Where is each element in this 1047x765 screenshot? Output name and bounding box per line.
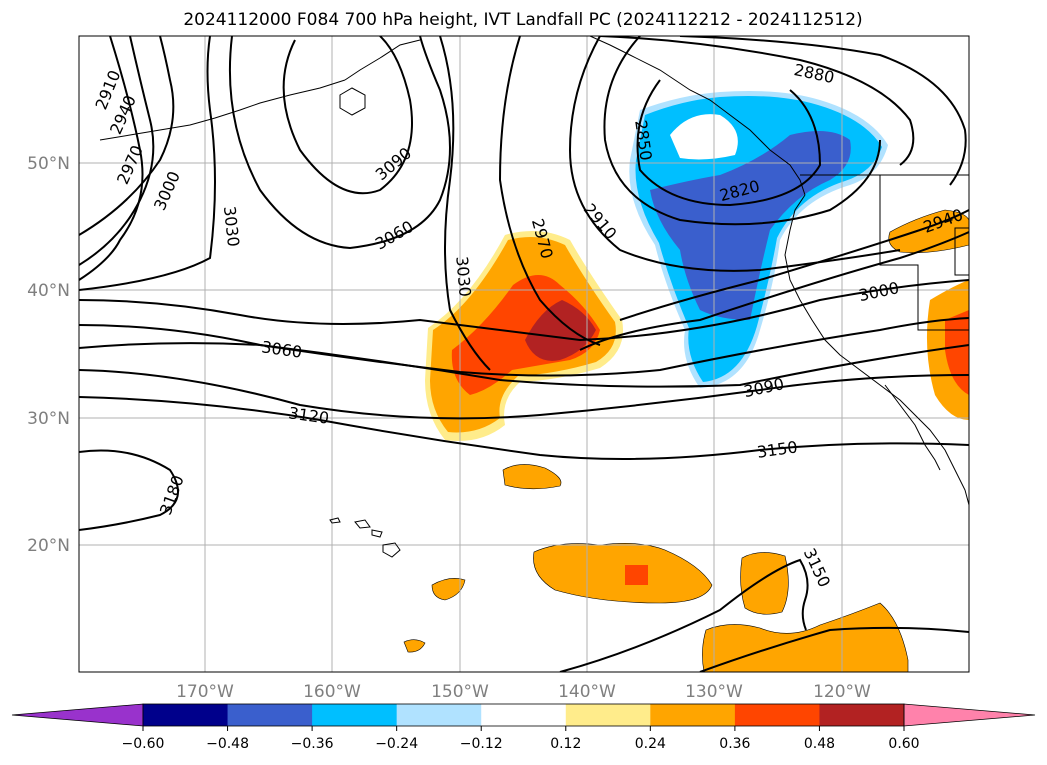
colorbar-bin	[565, 704, 651, 726]
north-america-west-coast	[784, 194, 969, 506]
contour-label-3030-west: 3030	[220, 205, 243, 247]
y-axis: 50°N 40°N 30°N 20°N	[27, 154, 70, 556]
hawaii-island-2	[354, 519, 371, 529]
colorbar-extend-min	[11, 703, 144, 727]
colorbar-outline	[142, 703, 905, 727]
contour-label-3120: 3120	[287, 403, 330, 427]
contour-2910-ne	[679, 36, 967, 186]
border-mexico	[954, 227, 969, 276]
contour-2880	[599, 36, 915, 166]
x-tick-label: 150°W	[431, 682, 489, 702]
anomaly-fill-neg-white-hole	[670, 114, 738, 160]
negative-anomaly-region-northeast-pacific	[629, 91, 888, 388]
contour-label-2880: 2880	[792, 60, 836, 87]
contour-3150-south	[559, 558, 809, 672]
anomaly-fill-small-3	[403, 639, 426, 653]
contour-3060-high	[228, 36, 451, 250]
colorbar-extend-max	[903, 703, 1036, 727]
map-panel: 2910 2940 2970 3000 3030 3060 3090 3060 …	[79, 36, 969, 672]
contour-3090-high	[282, 36, 413, 195]
anomaly-fill-northeast	[888, 209, 969, 253]
hawaii-island-big	[382, 542, 401, 558]
contour-label-3060-high: 3060	[372, 217, 417, 254]
colorbar-tick-label: 0.24	[635, 736, 666, 752]
contour-label-3000-east: 3000	[857, 278, 901, 305]
contour-label-3180: 3180	[156, 473, 188, 518]
colorbar-tick-label: 0.36	[719, 736, 750, 752]
colorbar: −0.60 −0.48 −0.36 −0.24 −0.12 0.12 0.24 0.36 0.4…	[11, 703, 1036, 752]
contour-3030-mid	[439, 36, 491, 371]
y-tick-label: 50°N	[27, 154, 70, 174]
contour-3000	[79, 279, 969, 342]
colorbar-tick-label: 0.48	[804, 736, 835, 752]
contour-2820	[636, 79, 822, 207]
contour-label-3150: 3150	[756, 437, 799, 461]
x-tick-label: 140°W	[558, 682, 616, 702]
contour-2970-west	[79, 36, 175, 236]
anomaly-fill-hawaii-east	[533, 543, 713, 604]
positive-anomaly-region-central-pacific	[425, 231, 624, 441]
contour-bottom	[699, 626, 969, 672]
contour-2940-west	[79, 36, 155, 266]
anomaly-fill-small-2	[431, 578, 466, 601]
y-tick-label: 30°N	[27, 409, 70, 429]
anomaly-fill-060	[525, 300, 596, 361]
border-state	[879, 175, 969, 331]
colorbar-tick-label: −0.12	[460, 736, 503, 752]
y-tick-label: 40°N	[27, 281, 70, 301]
colorbar-bin	[312, 704, 398, 726]
colorbar-bin	[819, 704, 905, 726]
contour-label-3090-east: 3090	[742, 374, 786, 401]
hawaii-island-3	[371, 529, 383, 538]
contour-label-2910-mid: 2910	[580, 200, 621, 243]
contour-3120	[79, 369, 969, 420]
colorbar-bin	[650, 704, 736, 726]
colorbar-tick-label: −0.48	[206, 736, 249, 752]
anomaly-fill-neg-048	[650, 131, 851, 320]
chart-title: 2024112000 F084 700 hPa height, IVT Land…	[183, 10, 862, 30]
colorbar-bin	[734, 704, 820, 726]
colorbar-tick-label: −0.60	[122, 736, 165, 752]
contour-3150	[79, 396, 969, 460]
contour-3090-east	[79, 342, 969, 388]
anomaly-fill-small-1	[502, 464, 562, 490]
colorbar-bin	[227, 704, 313, 726]
anomaly-fill-east-edge-core	[945, 310, 969, 395]
map-frame	[78, 35, 970, 673]
island-ne	[339, 87, 366, 116]
anomaly-fill-south-east	[740, 552, 789, 615]
contour-label-3030-mid: 3030	[452, 255, 474, 297]
colorbar-tick-label: −0.24	[375, 736, 418, 752]
baja-california	[884, 384, 941, 471]
contour-3060-south	[79, 317, 969, 377]
hawaiian-islands	[329, 517, 401, 558]
colorbar-tick-label: 0.60	[888, 736, 919, 752]
contour-label-3000: 3000	[150, 168, 184, 213]
x-axis: 170°W 160°W 150°W 140°W 130°W 120°W	[176, 682, 871, 702]
colorbar-tick-label: 0.12	[550, 736, 581, 752]
contour-2850	[603, 36, 881, 226]
height-contours	[79, 36, 969, 672]
colorbar-bin	[143, 704, 229, 726]
y-tick-label: 20°N	[27, 536, 70, 556]
colorbar-tick-label: −0.36	[291, 736, 334, 752]
x-tick-label: 120°W	[813, 682, 871, 702]
contour-3030-west	[79, 36, 216, 291]
x-tick-label: 170°W	[176, 682, 234, 702]
colorbar-bin	[396, 704, 482, 726]
x-tick-label: 130°W	[685, 682, 743, 702]
hawaii-island-1	[329, 517, 341, 524]
anomaly-fill-hawaii-east-core	[625, 565, 648, 585]
contour-2910-mid	[568, 36, 901, 272]
colorbar-bin	[481, 704, 567, 726]
contour-2970-mid	[498, 36, 601, 346]
x-tick-label: 160°W	[303, 682, 361, 702]
contour-3180	[79, 449, 179, 531]
positive-anomaly-region-small	[403, 209, 969, 672]
contour-2970-east	[579, 231, 969, 351]
aleutian-islands	[99, 79, 346, 141]
